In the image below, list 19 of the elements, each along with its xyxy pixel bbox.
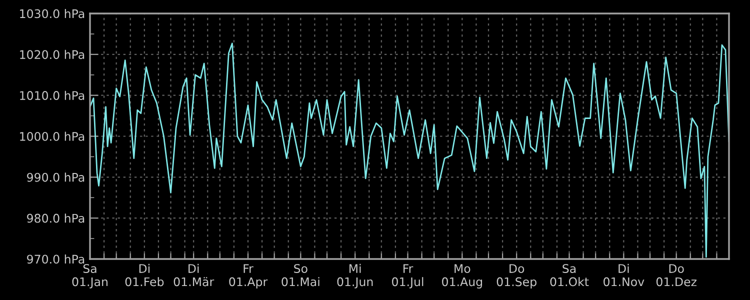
x-tick-label: Di 01.Feb (125, 264, 164, 286)
y-tick-label: 990.0 hPa (27, 172, 84, 182)
x-tick-label: Fr 01.Apr (229, 264, 268, 289)
y-tick-label: 1010.0 hPa (20, 90, 84, 100)
x-tick-label: Mo 01.Aug (442, 264, 482, 289)
y-tick-label: 1000.0 hPa (20, 132, 84, 141)
y-tick-label: 1020.0 hPa (20, 50, 84, 60)
x-tick-label: Fr 01.Jul (392, 264, 424, 288)
x-tick-label: So 01.Mai (282, 264, 320, 286)
y-tick-label: 970.0 hPa (27, 254, 84, 264)
x-tick-label: Do 01.Dez (656, 264, 696, 286)
x-tick-label: Do 01.Sep (496, 264, 536, 289)
x-tick-label: Mi 01.Jun (337, 264, 373, 288)
x-tick-label: Sa 01.Okt (550, 264, 589, 286)
y-tick-label: 980.0 hPa (27, 214, 84, 223)
x-tick-label: Di 01.Nov (604, 264, 644, 286)
x-tick-label: Sa 01.Jan (72, 264, 108, 288)
y-tick-label: 1030.0 hPa (20, 9, 84, 18)
x-tick-label: Di 01.Mär (174, 264, 214, 286)
